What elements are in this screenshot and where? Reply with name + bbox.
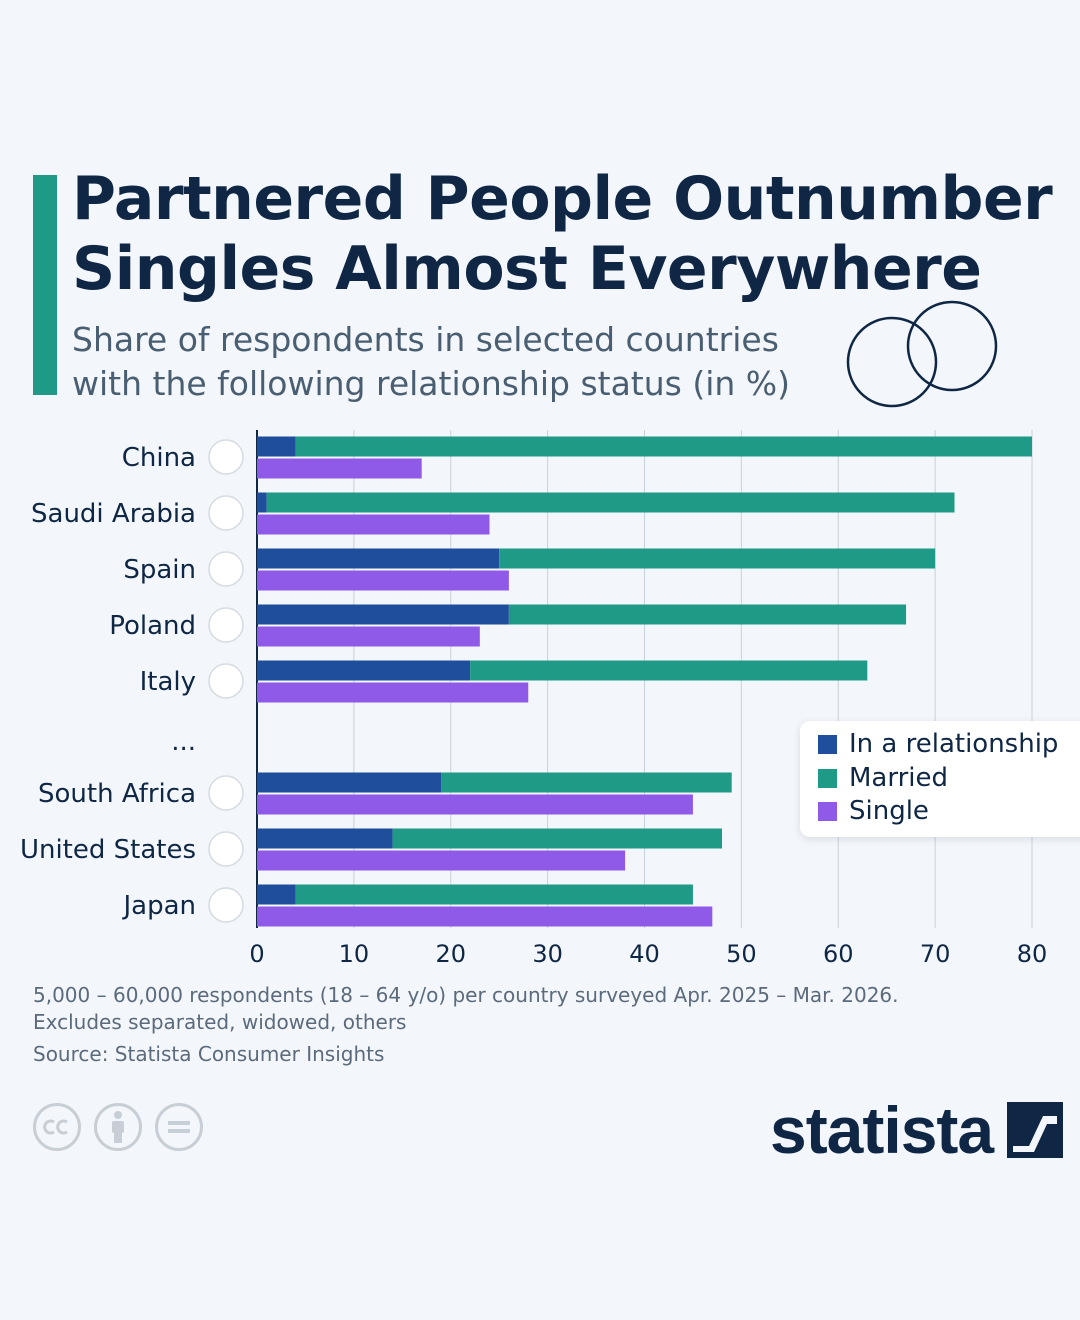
chart-title: Partnered People Outnumber Singles Almos… [72, 164, 1053, 304]
bar-in-a-relationship [257, 772, 442, 793]
footnote: 5,000 – 60,000 respondents (18 – 64 y/o)… [33, 982, 1033, 1036]
bar-in-a-relationship [257, 884, 296, 905]
bar-married [508, 604, 907, 625]
license-icons [33, 1103, 203, 1151]
bar-married [295, 884, 693, 905]
bar-chart: 0 10 20 30 40 50 60 70 80 China Saudi Arabia Spain P… [20, 430, 1048, 968]
bar-single [257, 794, 693, 815]
country-flag-icon [208, 607, 244, 643]
x-tick-label: 30 [532, 940, 563, 968]
country-flag-icon [208, 775, 244, 811]
category-label: Italy [140, 667, 196, 697]
bar-in-a-relationship [257, 604, 509, 625]
category-label: Poland [109, 611, 196, 641]
bar-in-a-relationship [257, 828, 393, 849]
legend-item-married: Married [818, 763, 948, 793]
bar-single [257, 682, 529, 703]
x-tick-label: 0 [249, 940, 264, 968]
legend-label-married: Married [849, 763, 949, 793]
category-label: Japan [121, 891, 196, 921]
bar-in-a-relationship [257, 436, 296, 457]
subtitle-line-2: with the following relationship status (… [72, 364, 791, 403]
category-label: China [122, 443, 196, 473]
x-tick-label: 60 [823, 940, 854, 968]
bar-in-a-relationship [257, 660, 471, 681]
bar-in-a-relationship [257, 548, 500, 569]
bar-married [499, 548, 936, 569]
category-label: Saudi Arabia [31, 499, 196, 529]
cc-icon[interactable] [33, 1103, 81, 1151]
x-tick-label: 20 [435, 940, 466, 968]
bar-single [257, 458, 422, 479]
legend-item-in-a-relationship: In a relationship [818, 729, 1058, 759]
bar-married [441, 772, 732, 793]
legend-label-single: Single [849, 796, 929, 826]
legend-item-single: Single [818, 796, 929, 826]
country-flag-icon [208, 887, 244, 923]
legend-label-in-a-relationship: In a relationship [849, 729, 1059, 759]
category-label: United States [20, 835, 196, 865]
bar-in-a-relationship [257, 492, 267, 513]
bar-single [257, 514, 490, 535]
x-tick-label: 10 [339, 940, 370, 968]
footnote-line-1: 5,000 – 60,000 respondents (18 – 64 y/o)… [33, 983, 899, 1007]
category-label: South Africa [38, 779, 196, 809]
rings-icon [846, 300, 998, 408]
bar-married [392, 828, 722, 849]
x-tick-label: 40 [629, 940, 660, 968]
statista-wordmark: statista [770, 1093, 994, 1167]
category-ellipsis: ... [171, 727, 196, 757]
bar-married [470, 660, 868, 681]
country-flag-icon [208, 831, 244, 867]
attribution-icon[interactable] [94, 1103, 142, 1151]
x-tick-label: 80 [1017, 940, 1048, 968]
legend-swatch-single [818, 801, 837, 821]
country-flag-icon [208, 551, 244, 587]
source-text: Source: Statista Consumer Insights [33, 1042, 385, 1066]
category-label: Spain [123, 555, 196, 585]
x-tick-label: 50 [726, 940, 757, 968]
subtitle-line-1: Share of respondents in selected countri… [72, 320, 779, 359]
statista-logo-icon [1007, 1102, 1064, 1158]
bar-single [257, 850, 626, 871]
legend-swatch-in-a-relationship [818, 734, 837, 754]
title-line-1: Partnered People Outnumber [72, 164, 1053, 234]
footnote-line-2: Excludes separated, widowed, others [33, 1010, 407, 1034]
x-tick-label: 70 [920, 940, 951, 968]
bar-married [295, 436, 1032, 457]
bar-single [257, 906, 713, 927]
title-line-2: Singles Almost Everywhere [72, 234, 982, 304]
country-flag-icon [208, 439, 244, 475]
country-flag-icon [208, 495, 244, 531]
chart-subtitle: Share of respondents in selected countri… [72, 318, 832, 406]
bar-married [266, 492, 955, 513]
no-derivatives-icon[interactable] [155, 1103, 203, 1151]
legend-swatch-married [818, 768, 837, 788]
title-accent-bar [33, 175, 57, 395]
statista-brand[interactable]: statista [770, 1092, 1064, 1168]
country-flag-icon [208, 663, 244, 699]
chart-legend: In a relationship Married Single [800, 721, 1080, 837]
bar-single [257, 570, 509, 591]
bar-single [257, 626, 480, 647]
